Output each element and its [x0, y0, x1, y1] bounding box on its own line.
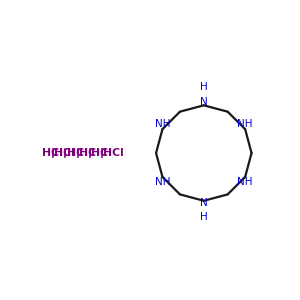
Text: NH: NH: [155, 119, 171, 129]
Text: H: H: [200, 82, 208, 92]
Text: N: N: [200, 198, 208, 208]
Text: H: H: [200, 212, 208, 222]
Text: HCl: HCl: [42, 148, 63, 158]
Text: NH: NH: [155, 177, 171, 187]
Text: HCl: HCl: [79, 148, 100, 158]
Text: HCl: HCl: [54, 148, 75, 158]
Text: NH: NH: [237, 177, 252, 187]
Text: N: N: [200, 97, 208, 107]
Text: HCl: HCl: [67, 148, 87, 158]
Text: HCl: HCl: [91, 148, 112, 158]
Text: HCl: HCl: [103, 148, 124, 158]
Text: NH: NH: [237, 119, 252, 129]
